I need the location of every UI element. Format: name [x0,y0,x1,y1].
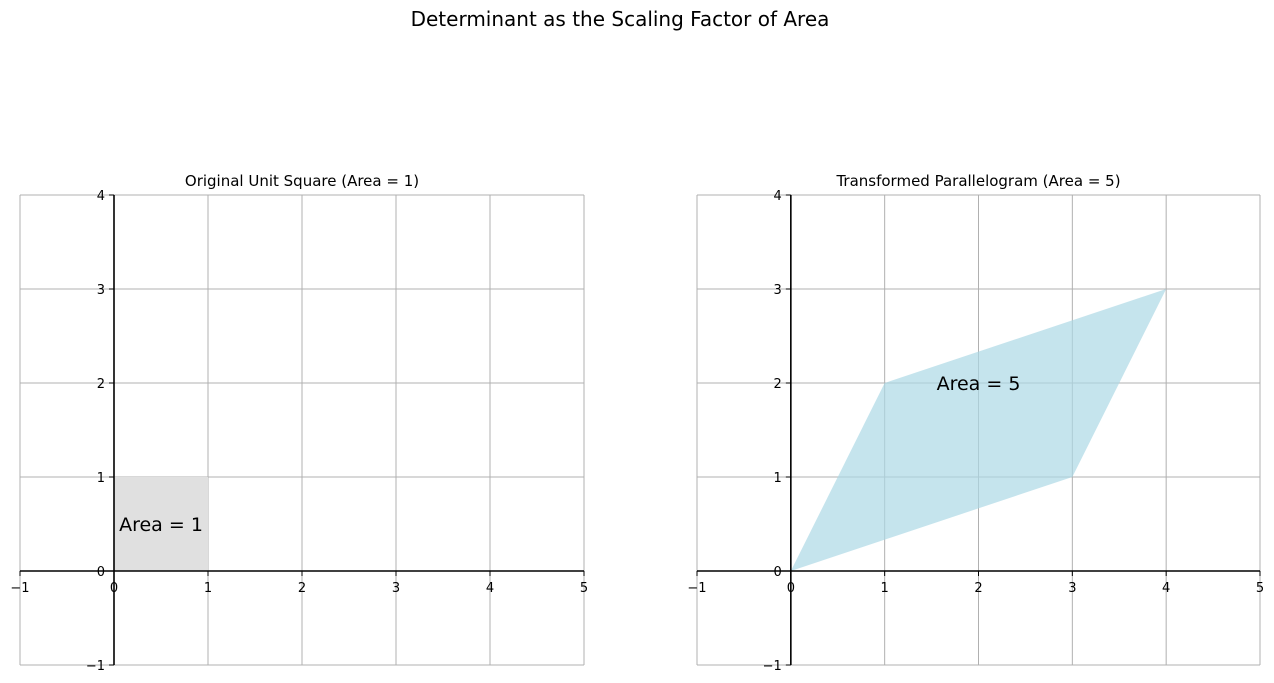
left-ytick-label-4: 4 [97,189,105,204]
right-chart-title: Transformed Parallelogram (Area = 5) [835,172,1120,190]
right-xtick-label--1: −1 [687,581,706,596]
right-ytick-label-4: 4 [774,189,782,204]
right-ytick-label-2: 2 [774,377,782,392]
left-ytick-label-3: 3 [97,283,105,298]
left-chart-title: Original Unit Square (Area = 1) [185,172,419,190]
right-ytick-label-1: 1 [774,471,782,486]
right-chart-panel: −1 0 1 2 3 4 5 −1 0 1 2 3 4 Transformed Parallelogram… [687,172,1264,674]
left-shape-polygon [114,477,208,571]
right-ytick-label-3: 3 [774,283,782,298]
left-xtick-label-1: 1 [204,581,212,596]
figure-title: Determinant as the Scaling Factor of Are… [410,7,830,31]
left-xtick-label-0: 0 [110,581,118,596]
right-ytick-label-0: 0 [774,565,782,580]
right-area-annotation: Area = 5 [937,373,1021,395]
left-xtick-label-5: 5 [580,581,588,596]
right-xtick-label-5: 5 [1256,581,1264,596]
left-xtick-label-3: 3 [392,581,400,596]
left-xtick-label-2: 2 [298,581,306,596]
right-xtick-label-3: 3 [1068,581,1076,596]
left-ytick-label-0: 0 [97,565,105,580]
left-xtick-label-4: 4 [486,581,494,596]
left-xtick-label--1: −1 [10,581,29,596]
right-xtick-label-2: 2 [974,581,982,596]
left-ytick-label-2: 2 [97,377,105,392]
right-xtick-label-4: 4 [1162,581,1170,596]
left-ytick-label-1: 1 [97,471,105,486]
right-xtick-label-0: 0 [787,581,795,596]
right-ytick-label--1: −1 [763,659,782,674]
left-area-annotation: Area = 1 [119,514,203,536]
right-xtick-label-1: 1 [881,581,889,596]
left-chart-panel: −1 0 1 2 3 4 5 −1 0 1 2 3 4 Original Unit Square (Are… [10,172,588,674]
right-shape-polygon [790,289,1167,571]
left-ytick-label--1: −1 [86,659,105,674]
